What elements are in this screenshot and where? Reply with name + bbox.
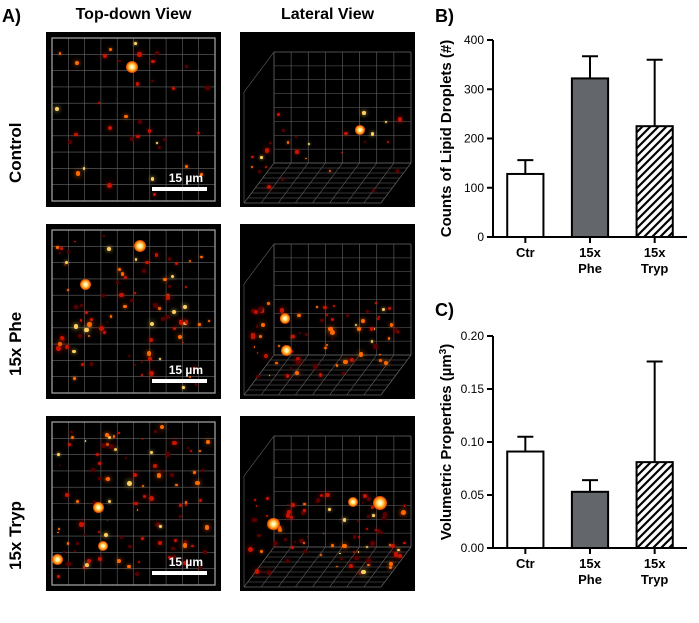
- micrograph-td_phe: 15 µm: [46, 224, 221, 399]
- row-label-tryp: 15x Tryp: [6, 448, 26, 623]
- scalebar-label: 15 µm: [169, 363, 203, 377]
- scalebar: [152, 571, 207, 575]
- svg-text:400: 400: [464, 33, 484, 47]
- scalebar-label: 15 µm: [169, 555, 203, 569]
- svg-text:15x: 15x: [579, 245, 601, 260]
- svg-text:Ctr: Ctr: [516, 245, 535, 260]
- col-header-topdown: Top-down View: [46, 6, 221, 24]
- scalebar: [152, 187, 207, 191]
- panel-c-label: C): [435, 300, 454, 321]
- svg-text:0.00: 0.00: [461, 541, 485, 555]
- col-header-lateral: Lateral View: [240, 6, 415, 24]
- micrograph-lat_tryp: [240, 416, 415, 591]
- scalebar: [152, 379, 207, 383]
- micrograph-lat_ctrl: [240, 32, 415, 207]
- svg-text:0.10: 0.10: [461, 435, 485, 449]
- svg-text:0: 0: [477, 230, 484, 244]
- svg-text:Tryp: Tryp: [641, 261, 669, 276]
- svg-text:Tryp: Tryp: [641, 572, 669, 587]
- panel-a-label: A): [2, 6, 21, 27]
- scalebar-label: 15 µm: [169, 171, 203, 185]
- micrograph-lat_phe: [240, 224, 415, 399]
- svg-text:Volumetric Properties (µm3): Volumetric Properties (µm3): [438, 344, 456, 540]
- row-label-control: Control: [6, 65, 26, 240]
- svg-text:0.15: 0.15: [461, 382, 485, 396]
- row-label-phe: 15x Phe: [6, 256, 26, 431]
- svg-text:15x: 15x: [644, 245, 666, 260]
- svg-text:15x: 15x: [579, 556, 601, 571]
- svg-text:Phe: Phe: [578, 572, 602, 587]
- svg-text:Ctr: Ctr: [516, 556, 535, 571]
- micrograph-td_ctrl: 15 µm: [46, 32, 221, 207]
- svg-text:200: 200: [464, 132, 484, 146]
- svg-text:Phe: Phe: [578, 261, 602, 276]
- svg-text:300: 300: [464, 82, 484, 96]
- svg-text:Counts of Lipid Droplets (#): Counts of Lipid Droplets (#): [438, 40, 455, 237]
- chart-b: 0 100 200 300 400 Counts of Lipid Droplets (#…: [435, 30, 695, 285]
- micrograph-td_tryp: 15 µm: [46, 416, 221, 591]
- svg-text:100: 100: [464, 181, 484, 195]
- svg-text:0.05: 0.05: [461, 488, 485, 502]
- chart-c: 0.00 0.05 0.10 0.15 0.20 Volumetric Propertie…: [435, 326, 695, 596]
- svg-text:15x: 15x: [644, 556, 666, 571]
- panel-b-label: B): [435, 6, 454, 27]
- svg-text:0.20: 0.20: [461, 329, 485, 343]
